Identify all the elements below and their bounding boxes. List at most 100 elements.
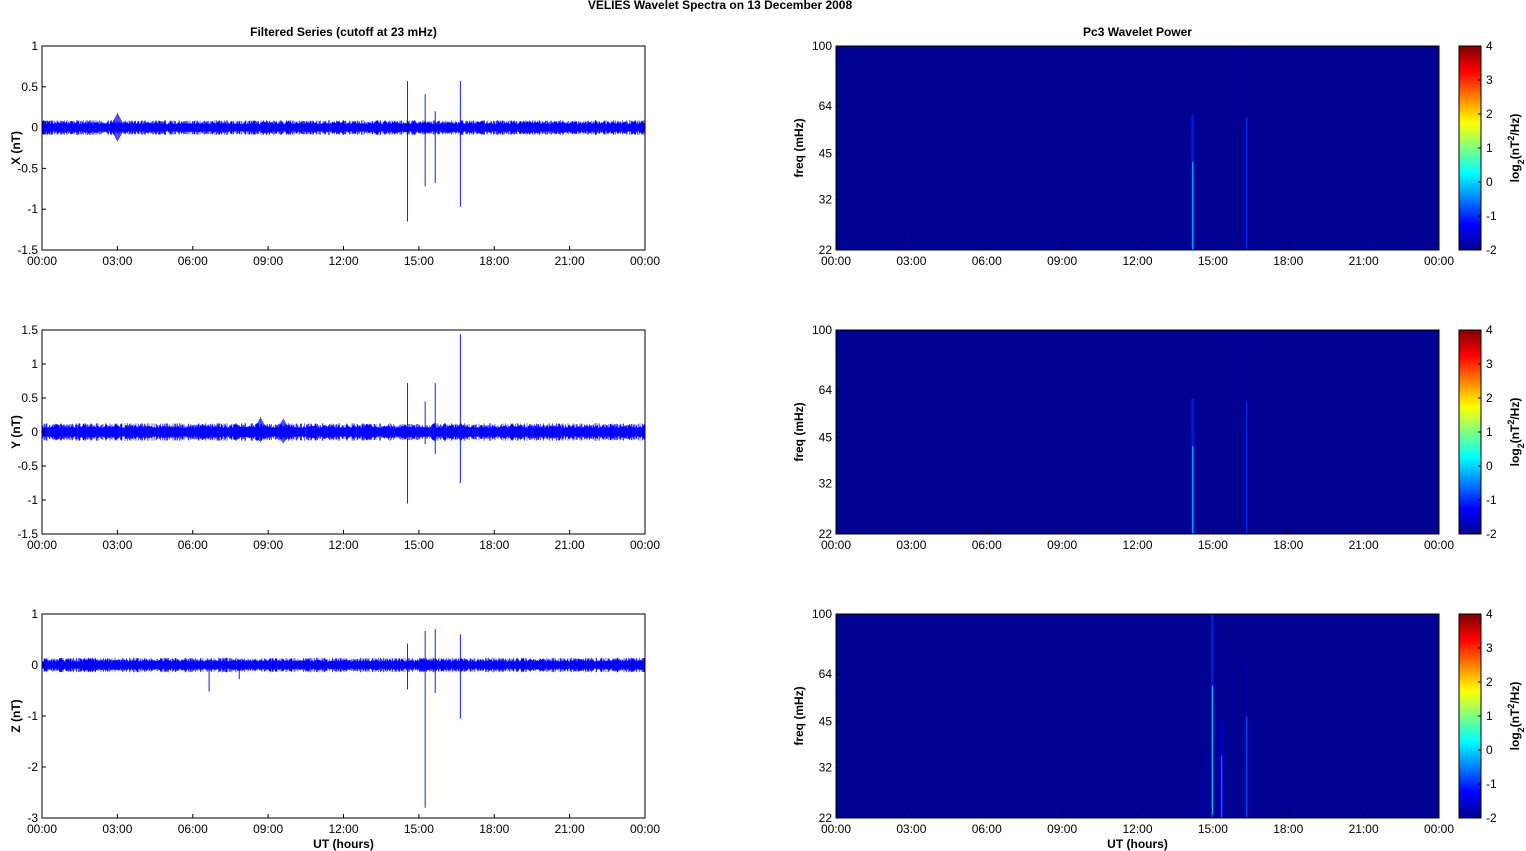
colorbar-tick-label: 3 bbox=[1486, 641, 1493, 655]
colorbar bbox=[1458, 329, 1482, 535]
power-streak bbox=[1221, 755, 1223, 818]
y-tick-label: 0 bbox=[31, 121, 38, 135]
y-tick-label: 64 bbox=[819, 383, 833, 397]
y-axis-label: freq (mHz) bbox=[792, 118, 806, 177]
colorbar-tick-label: -1 bbox=[1486, 493, 1497, 507]
y-tick-label: -3 bbox=[27, 811, 38, 825]
x-tick-label: 09:00 bbox=[1047, 254, 1077, 268]
y-tick-label: 0.5 bbox=[21, 391, 38, 405]
x-tick-label: 00:00 bbox=[1424, 822, 1454, 836]
z-series-panel: -3 -2 -1 0 1 00:00 03:00 06:00 09:00 12:00 15:00 18… bbox=[9, 607, 660, 851]
x-tick-label: 12:00 bbox=[328, 822, 358, 836]
colorbar-tick-label: 0 bbox=[1486, 175, 1493, 189]
colorbar-tick-label: -2 bbox=[1486, 527, 1497, 541]
x-tick-label: 09:00 bbox=[253, 538, 283, 552]
x-tick-label: 09:00 bbox=[1047, 538, 1077, 552]
power-background bbox=[836, 330, 1439, 534]
y-axis-label: Z (nT) bbox=[9, 699, 23, 732]
y-tick-label: 32 bbox=[819, 761, 833, 775]
y-tick-label: -0.5 bbox=[17, 161, 38, 175]
y-tick-label: 0 bbox=[31, 425, 38, 439]
x-series-panel: -1.5 -1 -0.5 0 0.5 1 00:00 03:00 06:00 09:00 12:00… bbox=[9, 25, 660, 268]
x-tick-label: 09:00 bbox=[1047, 822, 1077, 836]
y-tick-label: 1 bbox=[31, 607, 38, 621]
x-tick-label: 06:00 bbox=[178, 538, 208, 552]
colorbar-tick-label: 1 bbox=[1486, 141, 1493, 155]
y-tick-label: -1 bbox=[27, 709, 38, 723]
y-tick-label: 100 bbox=[812, 607, 832, 621]
x-tick-label: 06:00 bbox=[972, 254, 1002, 268]
x-tick-label: 03:00 bbox=[896, 538, 926, 552]
y-axis-label: X (nT) bbox=[9, 131, 23, 165]
x-tick-label: 18:00 bbox=[479, 538, 509, 552]
colorbar bbox=[1458, 45, 1482, 251]
figure-title: VELIES Wavelet Spectra on 13 December 20… bbox=[588, 0, 853, 12]
x-tick-label: 00:00 bbox=[630, 822, 660, 836]
x-tick-label: 18:00 bbox=[1273, 538, 1303, 552]
x-axis-label: UT (hours) bbox=[1107, 837, 1168, 851]
y-axis-label: Y (nT) bbox=[9, 415, 23, 449]
series-trace bbox=[41, 120, 646, 135]
power-background bbox=[836, 46, 1439, 250]
power-streak bbox=[1246, 401, 1248, 534]
x-tick-label: 00:00 bbox=[630, 254, 660, 268]
y-tick-label: 45 bbox=[819, 715, 833, 729]
x-tick-label: 06:00 bbox=[972, 822, 1002, 836]
x-tick-label: 00:00 bbox=[821, 538, 851, 552]
x-tick-label: 09:00 bbox=[253, 822, 283, 836]
power-streak bbox=[1246, 117, 1248, 251]
x-tick-label: 15:00 bbox=[404, 538, 434, 552]
power-streak bbox=[1246, 716, 1248, 818]
y-tick-label: 1 bbox=[31, 39, 38, 53]
colorbar-tick-label: -2 bbox=[1486, 243, 1497, 257]
x-tick-label: 00:00 bbox=[821, 254, 851, 268]
y-tick-label: 22 bbox=[819, 243, 833, 257]
x-tick-label: 00:00 bbox=[1424, 254, 1454, 268]
colorbar-tick-label: 3 bbox=[1486, 73, 1493, 87]
colorbar-tick-label: -1 bbox=[1486, 209, 1497, 223]
y-tick-label: -1.5 bbox=[17, 527, 38, 541]
x-tick-label: 00:00 bbox=[27, 538, 57, 552]
y-tick-label: 22 bbox=[819, 527, 833, 541]
x-tick-label: 12:00 bbox=[328, 254, 358, 268]
colorbar-tick-label: 2 bbox=[1486, 391, 1493, 405]
x-tick-label: 21:00 bbox=[1349, 254, 1379, 268]
colorbar-tick-label: 2 bbox=[1486, 107, 1493, 121]
colorbar-tick-label: 0 bbox=[1486, 459, 1493, 473]
y-tick-label: -1 bbox=[27, 493, 38, 507]
panel-title: Pc3 Wavelet Power bbox=[1083, 25, 1192, 39]
x-tick-label: 03:00 bbox=[102, 822, 132, 836]
power-streak bbox=[1192, 446, 1194, 534]
x-tick-label: 15:00 bbox=[404, 254, 434, 268]
x-tick-label: 15:00 bbox=[1198, 822, 1228, 836]
y-tick-label: 100 bbox=[812, 39, 832, 53]
colorbar-tick-label: 1 bbox=[1486, 709, 1493, 723]
y-tick-label: 0.5 bbox=[21, 80, 38, 94]
x-tick-label: 18:00 bbox=[479, 254, 509, 268]
power-streak bbox=[1211, 685, 1213, 818]
x-tick-label: 15:00 bbox=[1198, 254, 1228, 268]
x-tick-label: 21:00 bbox=[555, 822, 585, 836]
y-tick-label: 0 bbox=[31, 658, 38, 672]
y-axis-label: freq (mHz) bbox=[792, 686, 806, 745]
x-tick-label: 03:00 bbox=[896, 822, 926, 836]
y-axis-label: freq (mHz) bbox=[792, 402, 806, 461]
x-tick-label: 12:00 bbox=[328, 538, 358, 552]
colorbar-tick-label: 4 bbox=[1486, 607, 1493, 621]
x-tick-label: 00:00 bbox=[1424, 538, 1454, 552]
colorbar-tick-label: 1 bbox=[1486, 425, 1493, 439]
y-tick-label: 22 bbox=[819, 811, 833, 825]
y-tick-label: -2 bbox=[27, 760, 38, 774]
x-tick-label: 15:00 bbox=[1198, 538, 1228, 552]
x-tick-label: 06:00 bbox=[178, 254, 208, 268]
plot-area bbox=[42, 46, 645, 250]
x-tick-label: 12:00 bbox=[1122, 254, 1152, 268]
x-tick-label: 21:00 bbox=[555, 538, 585, 552]
x-tick-label: 03:00 bbox=[102, 254, 132, 268]
x-tick-label: 00:00 bbox=[821, 822, 851, 836]
x-tick-label: 21:00 bbox=[1349, 822, 1379, 836]
colorbar-label: log2(nT2/Hz) bbox=[1506, 682, 1526, 751]
